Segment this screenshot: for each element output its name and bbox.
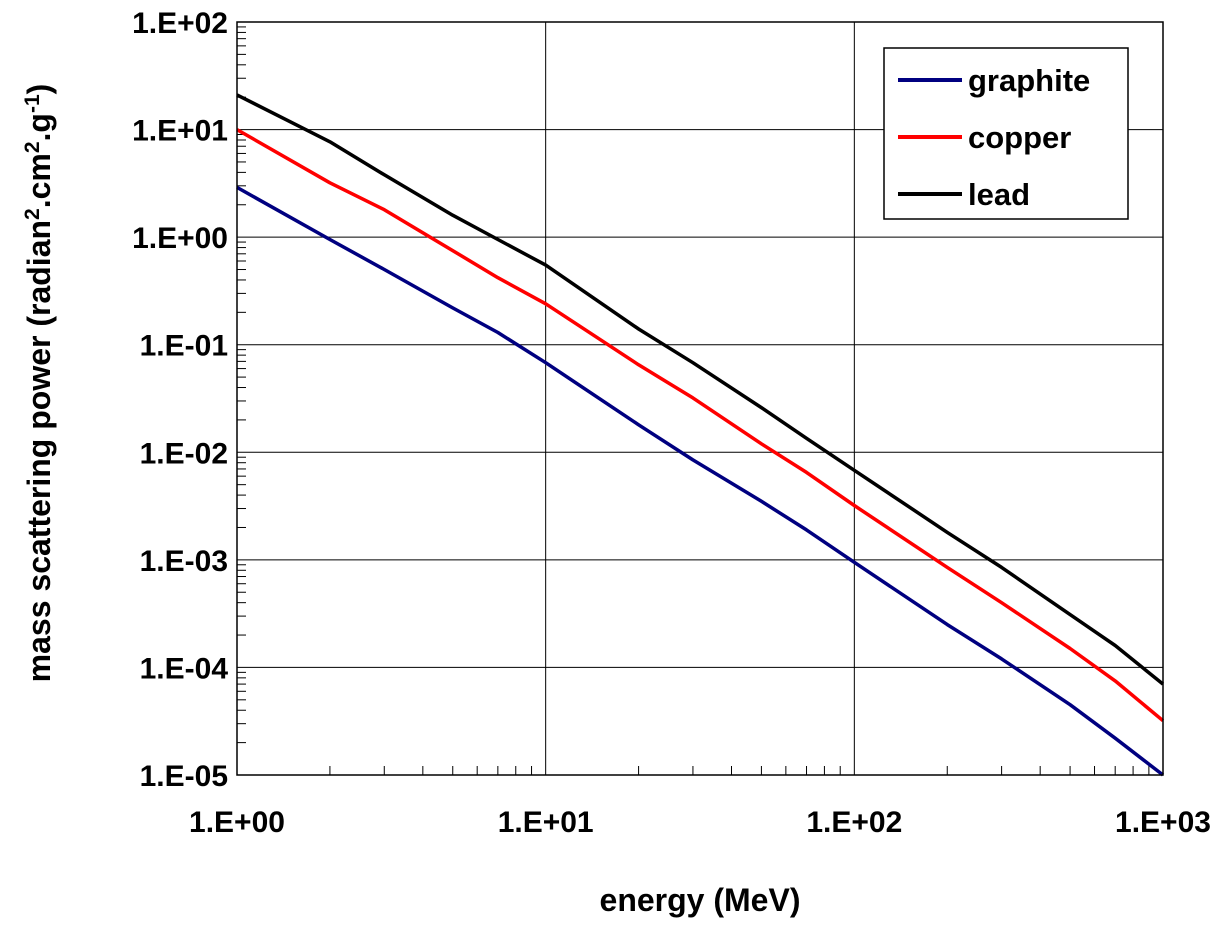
y-axis-title: mass scattering power (radian2.cm2.g-1) xyxy=(21,84,58,683)
series-line-lead xyxy=(236,93,1165,686)
legend: graphite copper lead xyxy=(883,47,1129,220)
minor-ticks xyxy=(237,26,1150,775)
y-tick-label: 1.E+02 xyxy=(132,7,228,40)
y-tick-label: 1.E-04 xyxy=(140,652,229,685)
x-tick-label: 1.E+01 xyxy=(498,806,594,839)
legend-label-graphite: graphite xyxy=(968,63,1090,98)
legend-label-copper: copper xyxy=(968,120,1071,155)
y-tick-label: 1.E-02 xyxy=(140,437,228,470)
y-tick-labels: 1.E+02 1.E+01 1.E+00 1.E-01 1.E-02 1.E-03 1.E-… xyxy=(132,7,228,793)
x-tick-label: 1.E+03 xyxy=(1115,806,1211,839)
x-tick-label: 1.E+02 xyxy=(806,806,902,839)
x-tick-labels: 1.E+00 1.E+01 1.E+02 1.E+03 xyxy=(189,806,1211,839)
y-tick-label: 1.E-01 xyxy=(140,330,228,363)
series-lines xyxy=(236,93,1165,777)
series-line-graphite xyxy=(236,185,1165,777)
y-tick-label: 1.E+01 xyxy=(132,115,228,148)
x-tick-label: 1.E+00 xyxy=(189,806,285,839)
plot-area-frame xyxy=(236,21,1164,776)
y-tick-label: 1.E+00 xyxy=(132,222,228,255)
x-axis-title: energy (MeV) xyxy=(600,882,801,918)
legend-label-lead: lead xyxy=(968,177,1030,212)
legend-box xyxy=(883,47,1129,220)
series-line-copper xyxy=(236,128,1165,723)
y-tick-label: 1.E-03 xyxy=(140,545,228,578)
y-tick-label: 1.E-05 xyxy=(140,760,228,793)
